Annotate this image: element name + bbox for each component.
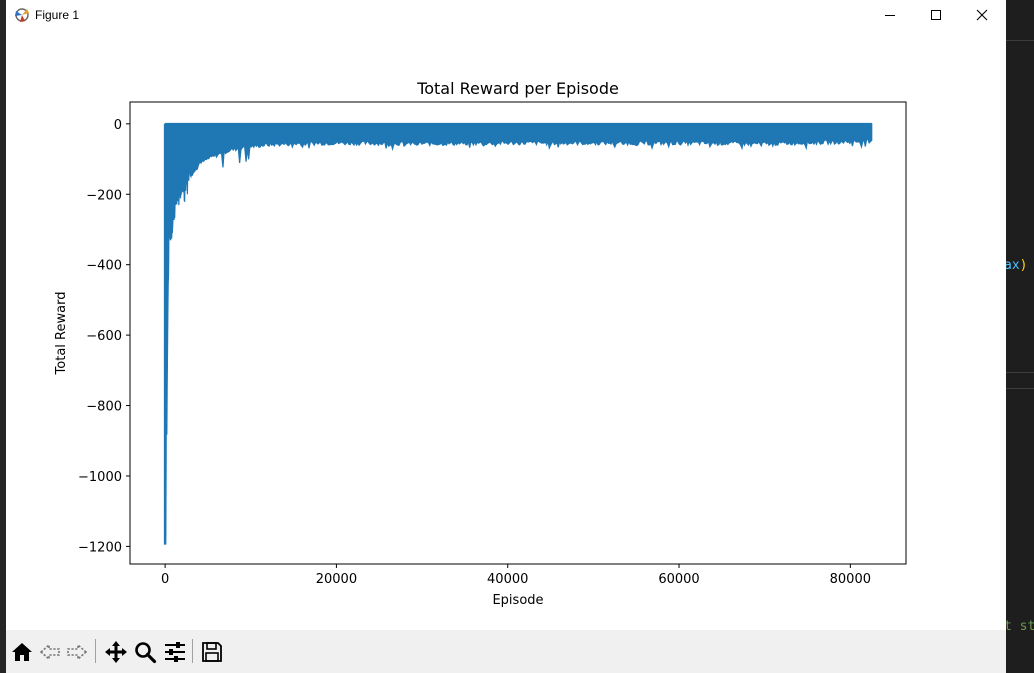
window-title: Figure 1	[35, 8, 80, 22]
toolbar-separator	[192, 639, 193, 663]
x-axis-label: Episode	[492, 593, 543, 608]
y-tick-label: −1000	[78, 470, 122, 485]
maximize-icon	[931, 10, 941, 20]
toolbar-separator	[95, 639, 96, 663]
configure-subplots-button[interactable]	[161, 638, 189, 666]
zoom-button[interactable]	[131, 638, 159, 666]
background-code-fragment: ax)	[1004, 258, 1028, 273]
save-icon	[202, 642, 222, 662]
y-tick-label: −600	[86, 329, 122, 344]
back-icon	[39, 643, 60, 661]
x-tick-label: 80000	[830, 572, 871, 587]
y-axis-label: Total Reward	[54, 292, 69, 376]
y-tick-label: 0	[114, 118, 122, 133]
y-tick-label: −1200	[78, 540, 122, 555]
navigation-toolbar	[6, 630, 1006, 673]
configure-subplots-icon	[165, 642, 185, 662]
x-tick-label: 60000	[658, 572, 699, 587]
pan-button[interactable]	[102, 638, 130, 666]
y-tick-label: −400	[86, 259, 122, 274]
axes-frame	[129, 101, 907, 565]
forward-button[interactable]	[63, 638, 91, 666]
x-tick-label: 40000	[487, 572, 528, 587]
maximize-button[interactable]	[913, 0, 959, 30]
chart-title: Total Reward per Episode	[416, 79, 619, 98]
axes-background	[130, 102, 906, 564]
back-button[interactable]	[36, 638, 64, 666]
zoom-icon	[135, 642, 157, 664]
background-editor-pane	[1006, 0, 1034, 673]
save-button[interactable]	[198, 638, 226, 666]
background-code-comment: t st	[1004, 619, 1034, 634]
minimize-icon	[885, 15, 895, 16]
pan-icon	[105, 641, 127, 663]
x-tick-label: 20000	[316, 572, 357, 587]
home-icon	[12, 643, 32, 661]
figure-canvas[interactable]: Total Reward per Episode 0 20000 40000 6000…	[6, 30, 1006, 630]
title-bar[interactable]: Figure 1	[6, 0, 1006, 30]
home-button[interactable]	[8, 638, 36, 666]
forward-icon	[67, 643, 88, 661]
figure-window: Figure 1 Total Reward per Episode 0 20000…	[6, 0, 1006, 673]
close-button[interactable]	[959, 0, 1005, 30]
close-icon	[976, 9, 988, 21]
background-editor-edge	[0, 0, 6, 673]
reward-series-line	[164, 123, 873, 542]
y-tick-label: −200	[86, 188, 122, 203]
y-tick-label: −800	[86, 400, 122, 415]
chart: Total Reward per Episode 0 20000 40000 6000…	[54, 79, 907, 608]
minimize-button[interactable]	[867, 0, 913, 30]
matplotlib-app-icon	[12, 5, 32, 25]
x-tick-label: 0	[161, 572, 169, 587]
